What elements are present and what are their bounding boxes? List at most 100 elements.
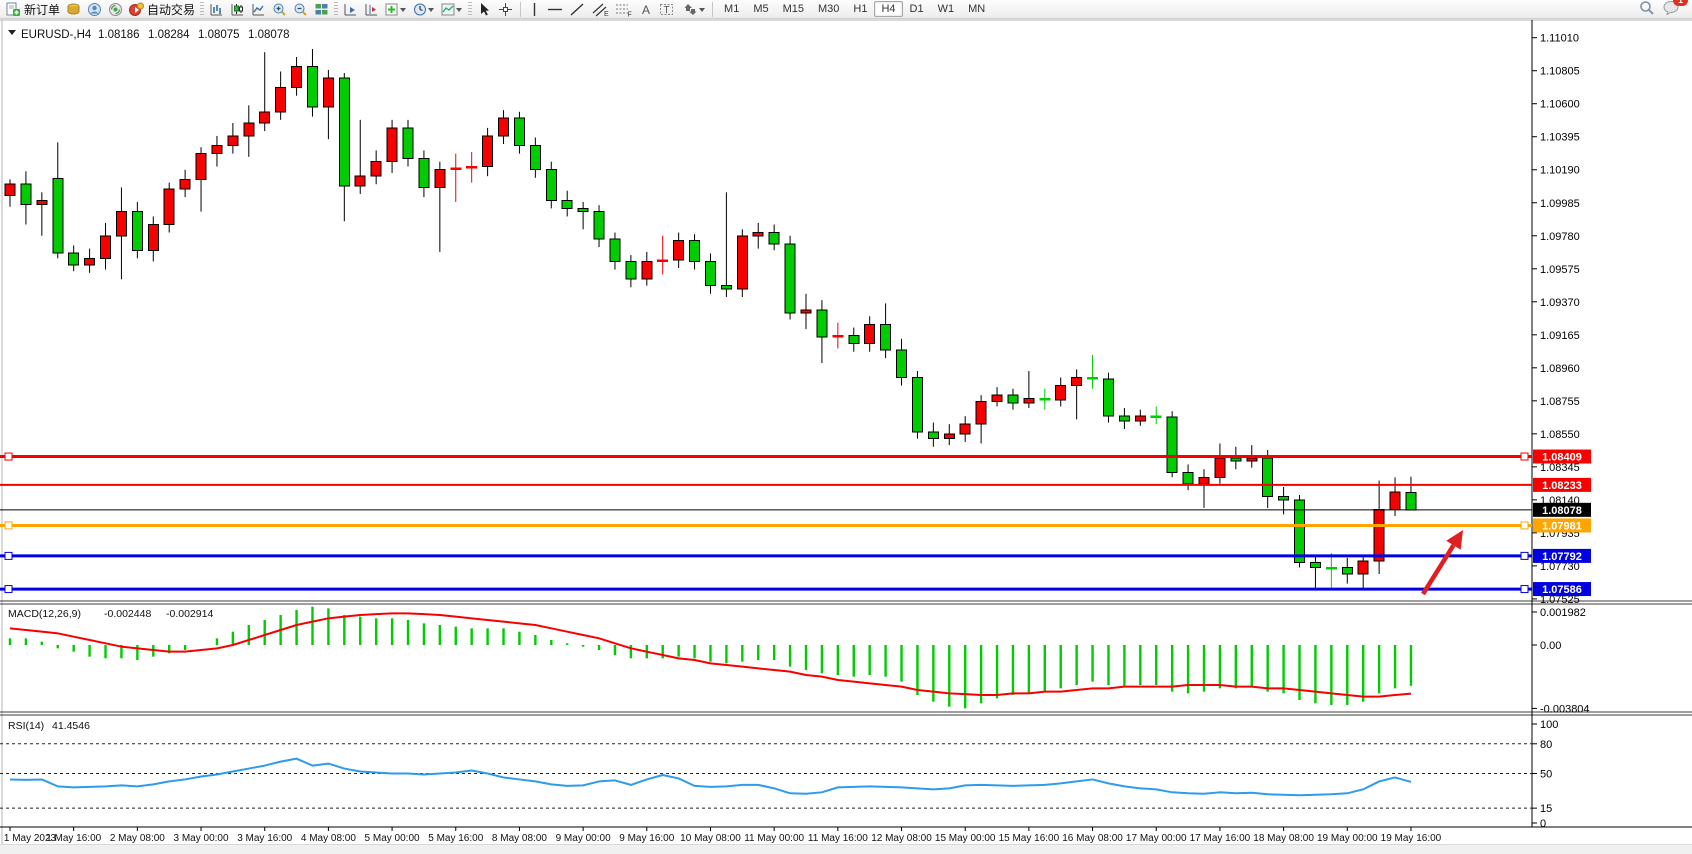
chart-title-collapse-icon[interactable] <box>8 30 16 35</box>
line-chart-button[interactable] <box>248 1 269 18</box>
candle <box>1039 397 1051 401</box>
auto-trading-icon <box>129 2 145 17</box>
candle <box>1087 376 1099 380</box>
text-label-icon: T <box>659 2 675 17</box>
fibonacci-tool-button[interactable]: F <box>612 1 636 18</box>
price-badge-label: 1.08409 <box>1542 452 1582 464</box>
candle <box>959 423 971 435</box>
zoom-out-button[interactable] <box>290 1 311 18</box>
candle <box>641 261 653 280</box>
price-tick-label: 1.08550 <box>1540 429 1580 441</box>
svg-text:T: T <box>664 5 670 16</box>
candlestick-chart-button[interactable] <box>227 1 248 18</box>
candle <box>163 188 175 225</box>
chart-background <box>0 20 1692 827</box>
candle <box>1389 491 1401 511</box>
text-label-tool-button[interactable]: T <box>656 1 678 18</box>
line-handle[interactable] <box>4 452 13 461</box>
auto-scroll-icon <box>343 2 358 17</box>
arrow-annotation[interactable] <box>1421 544 1456 596</box>
text-tool-icon: A <box>639 2 653 17</box>
candle <box>211 145 223 155</box>
timeframe-button-H1[interactable]: H1 <box>853 3 868 15</box>
add-indicator-button[interactable] <box>382 1 410 18</box>
timeframe-button-M1[interactable]: M1 <box>724 3 740 15</box>
candle <box>1118 415 1130 422</box>
line-handle[interactable] <box>4 585 13 594</box>
candle <box>975 401 987 425</box>
time-tick-label: 11 May 00:00 <box>744 833 804 844</box>
price-tick-label: 1.10600 <box>1540 99 1580 111</box>
time-tick-label: 18 May 08:00 <box>1253 833 1314 844</box>
candle <box>927 431 939 440</box>
price-tick-label: 1.08755 <box>1540 396 1580 408</box>
periods-button[interactable] <box>410 1 438 18</box>
price-tick-label: 1.09165 <box>1540 330 1580 342</box>
candle <box>1246 457 1258 462</box>
timeframe-button-MN[interactable]: MN <box>968 3 986 15</box>
macd-value-main: -0.002448 <box>104 608 151 620</box>
macd-label: MACD(12,26,9) <box>8 608 81 620</box>
time-tick-label: 10 May 08:00 <box>680 833 741 844</box>
title-high: 1.08284 <box>148 29 190 41</box>
timeframe-button-H4[interactable]: H4 <box>874 1 903 17</box>
bar-chart-button[interactable] <box>206 1 227 18</box>
line-handle[interactable] <box>1520 585 1529 594</box>
svg-text:E: E <box>604 11 609 17</box>
line-handle[interactable] <box>1520 452 1529 461</box>
timeframe-button-M15[interactable]: M15 <box>782 3 804 15</box>
line-handle[interactable] <box>1520 551 1529 560</box>
price-tick-label: 1.09370 <box>1540 297 1580 309</box>
timeframe-button-W1[interactable]: W1 <box>937 3 955 15</box>
chart-shift-button[interactable] <box>361 1 382 18</box>
candle <box>482 135 494 168</box>
tile-windows-button[interactable] <box>311 1 332 18</box>
candle <box>227 135 239 147</box>
vertical-line-tool-button[interactable] <box>525 1 544 18</box>
rsi-value: 41.4546 <box>52 720 90 732</box>
auto-trading-button[interactable]: 自动交易 <box>126 1 198 18</box>
equidistant-channel-tool-button[interactable]: E <box>588 1 612 18</box>
trendline-tool-button[interactable] <box>566 1 588 18</box>
arrows-tool-button[interactable] <box>678 1 708 18</box>
candle <box>259 111 271 124</box>
time-tick-label: 11 May 16:00 <box>808 833 868 844</box>
styles-button[interactable] <box>63 1 84 18</box>
macd-axis-label: 0.001982 <box>1540 607 1586 619</box>
line-handle[interactable] <box>4 551 13 560</box>
candle <box>1230 457 1242 462</box>
rsi-axis-label: 0 <box>1540 818 1546 830</box>
timeframe-button-M30[interactable]: M30 <box>818 3 840 15</box>
price-tick-label: 1.07525 <box>1540 594 1580 606</box>
new-order-button[interactable]: 新订单 <box>3 1 63 18</box>
candle <box>100 235 112 259</box>
horizontal-line-tool-button[interactable] <box>544 1 566 18</box>
rsi-line <box>9 757 1412 797</box>
search-icon[interactable] <box>1639 0 1655 19</box>
cursor-tool-button[interactable] <box>474 1 495 18</box>
text-tool-button[interactable]: A <box>636 1 656 18</box>
auto-scroll-button[interactable] <box>340 1 361 18</box>
signals-button[interactable] <box>105 1 126 18</box>
profile-button[interactable] <box>84 1 105 18</box>
zoom-in-button[interactable] <box>269 1 290 18</box>
crosshair-tool-button[interactable] <box>495 1 516 18</box>
timeframe-button-M5[interactable]: M5 <box>753 3 769 15</box>
candle <box>115 211 127 237</box>
horizontal-line-icon <box>547 2 563 17</box>
candle <box>896 349 908 378</box>
price-tick-label: 1.09575 <box>1540 264 1580 276</box>
arrow-annotation-head[interactable] <box>1446 530 1463 550</box>
candle <box>1071 376 1083 387</box>
candle <box>418 157 430 188</box>
line-handle[interactable] <box>1520 521 1529 530</box>
notifications-button[interactable]: 1 <box>1663 0 1688 18</box>
time-tick-label: 1 May 16:00 <box>46 833 101 844</box>
arrows-icon <box>681 2 706 17</box>
timeframe-button-D1[interactable]: D1 <box>909 3 924 15</box>
candle <box>800 309 812 314</box>
candle <box>36 199 48 205</box>
templates-button[interactable] <box>438 1 466 18</box>
line-handle[interactable] <box>4 521 13 530</box>
